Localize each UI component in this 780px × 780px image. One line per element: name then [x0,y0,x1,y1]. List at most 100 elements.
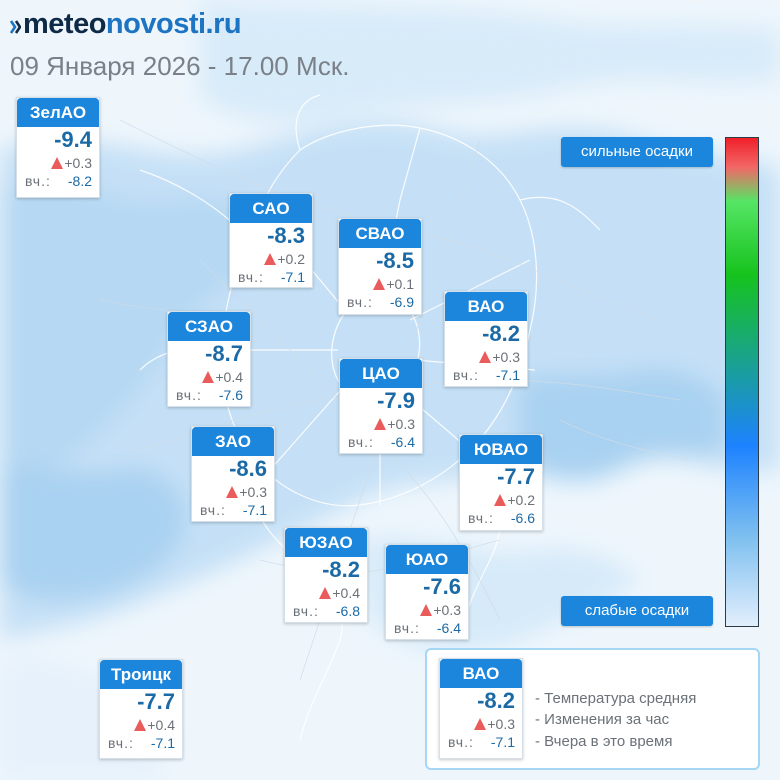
logo-mark-icon [9,7,22,34]
legend-average-temperature: - Температура средняя [535,690,697,707]
yesterday-label: вч.: [453,367,479,383]
yesterday-row: вч.: -6.8 [293,603,360,619]
district-name: ЦАО [340,359,422,388]
temperature: -9.4 [54,127,92,152]
hourly-change-value: +0.3 [64,155,92,171]
yesterday-row: вч.: -7.6 [176,387,243,403]
yesterday-label: вч.: [468,510,494,526]
light-precipitation-label: слабые осадки [561,596,713,626]
district-name: ЗАО [192,427,274,456]
yesterday-value: -7.1 [490,734,515,750]
heavy-precipitation-label: сильные осадки [561,137,713,167]
temperature: -8.5 [376,248,414,273]
rise-arrow-icon [226,486,239,498]
yesterday-row: вч.: -8.2 [25,173,92,189]
yesterday-value: -7.1 [242,502,267,518]
district-card-sao[interactable]: САО -8.3 +0.2 вч.: -7.1 [229,193,313,288]
rise-arrow-icon [319,587,332,599]
temperature: -7.9 [377,388,415,413]
hourly-change-value: +0.3 [239,484,267,500]
yesterday-label: вч.: [448,734,474,750]
legend-yesterday: - Вчера в это время [535,733,673,750]
hourly-change: +0.3 [226,484,267,500]
district-card-troitsk[interactable]: Троицк -7.7 +0.4 вч.: -7.1 [99,659,183,759]
yesterday-value: -6.9 [389,294,414,310]
hourly-change: +0.3 [479,349,520,365]
rise-arrow-icon [373,278,386,290]
district-card-yuzao[interactable]: ЮЗАО -8.2 +0.4 вч.: -6.8 [284,527,368,623]
legend-hourly-change: - Изменения за час [535,711,670,728]
hourly-change-value: +0.4 [215,369,243,385]
district-card-tsao[interactable]: ЦАО -7.9 +0.3 вч.: -6.4 [339,358,423,454]
hourly-change-value: +0.1 [386,276,414,292]
temperature: -8.7 [205,341,243,366]
district-name: САО [230,194,312,223]
district-name: ЮЗАО [285,528,367,557]
district-card-szao[interactable]: СЗАО -8.7 +0.4 вч.: -7.6 [167,311,251,407]
district-card-yuao[interactable]: ЮАО -7.6 +0.3 вч.: -6.4 [385,544,469,640]
hourly-change: +0.4 [202,369,243,385]
yesterday-value: -8.2 [67,173,92,189]
rise-arrow-icon [51,157,64,169]
temperature: -7.7 [137,689,175,714]
yesterday-row: вч.: -7.1 [238,269,305,285]
rise-arrow-icon [494,494,507,506]
yesterday-row: вч.: -7.1 [108,735,175,751]
yesterday-row: вч.: -6.4 [394,620,461,636]
yesterday-value: -6.8 [335,603,360,619]
hourly-change: +0.3 [474,716,515,732]
forecast-date: 09 Января 2026 - 17.00 Мск. [10,51,350,81]
hourly-change-value: +0.3 [492,349,520,365]
district-card-vao[interactable]: ВАО -8.2 +0.3 вч.: -7.1 [444,291,528,387]
district-name: ВАО [445,292,527,321]
hourly-change-value: +0.4 [147,717,175,733]
hourly-change-value: +0.2 [277,251,305,267]
district-card-svao[interactable]: СВАО -8.5 +0.1 вч.: -6.9 [338,218,422,315]
site-logo[interactable]: meteonovosti.ru [9,6,242,42]
yesterday-row: вч.: -7.1 [448,734,515,750]
hourly-change: +0.3 [420,602,461,618]
yesterday-row: вч.: -6.9 [347,294,414,310]
temperature: -8.6 [229,456,267,481]
temperature: -7.6 [423,574,461,599]
rise-arrow-icon [264,253,277,265]
yesterday-label: вч.: [394,620,420,636]
logo-text-novosti: novosti.ru [105,8,242,40]
district-name: СВАО [339,219,421,248]
hourly-change: +0.4 [319,585,360,601]
district-name: ВАО [440,659,522,688]
district-name: ЮАО [386,545,468,574]
hourly-change: +0.4 [134,717,175,733]
precipitation-scale-bar [725,137,759,627]
temperature: -8.2 [322,557,360,582]
yesterday-value: -7.6 [218,387,243,403]
district-name: ЮВАО [460,435,542,464]
yesterday-value: -6.6 [510,510,535,526]
hourly-change-value: +0.4 [332,585,360,601]
hourly-change: +0.2 [264,251,305,267]
rise-arrow-icon [420,604,433,616]
yesterday-label: вч.: [347,294,373,310]
hourly-change-value: +0.3 [487,716,515,732]
district-card-zao[interactable]: ЗАО -8.6 +0.3 вч.: -7.1 [191,426,275,522]
yesterday-value: -6.4 [390,434,415,450]
temperature: -8.2 [477,688,515,713]
yesterday-label: вч.: [238,269,264,285]
district-card-yuvao[interactable]: ЮВАО -7.7 +0.2 вч.: -6.6 [459,434,543,531]
rise-arrow-icon [374,418,387,430]
yesterday-label: вч.: [200,502,226,518]
hourly-change-value: +0.3 [433,602,461,618]
hourly-change: +0.2 [494,492,535,508]
hourly-change: +0.3 [51,155,92,171]
yesterday-value: -7.1 [280,269,305,285]
district-name: Троицк [100,660,182,689]
district-card-zelao[interactable]: ЗелАО -9.4 +0.3 вч.: -8.2 [16,97,100,198]
district-name: СЗАО [168,312,250,341]
yesterday-value: -6.4 [436,620,461,636]
yesterday-row: вч.: -6.6 [468,510,535,526]
temperature: -7.7 [497,464,535,489]
hourly-change: +0.1 [373,276,414,292]
yesterday-label: вч.: [108,735,134,751]
yesterday-value: -7.1 [150,735,175,751]
hourly-change: +0.3 [374,416,415,432]
